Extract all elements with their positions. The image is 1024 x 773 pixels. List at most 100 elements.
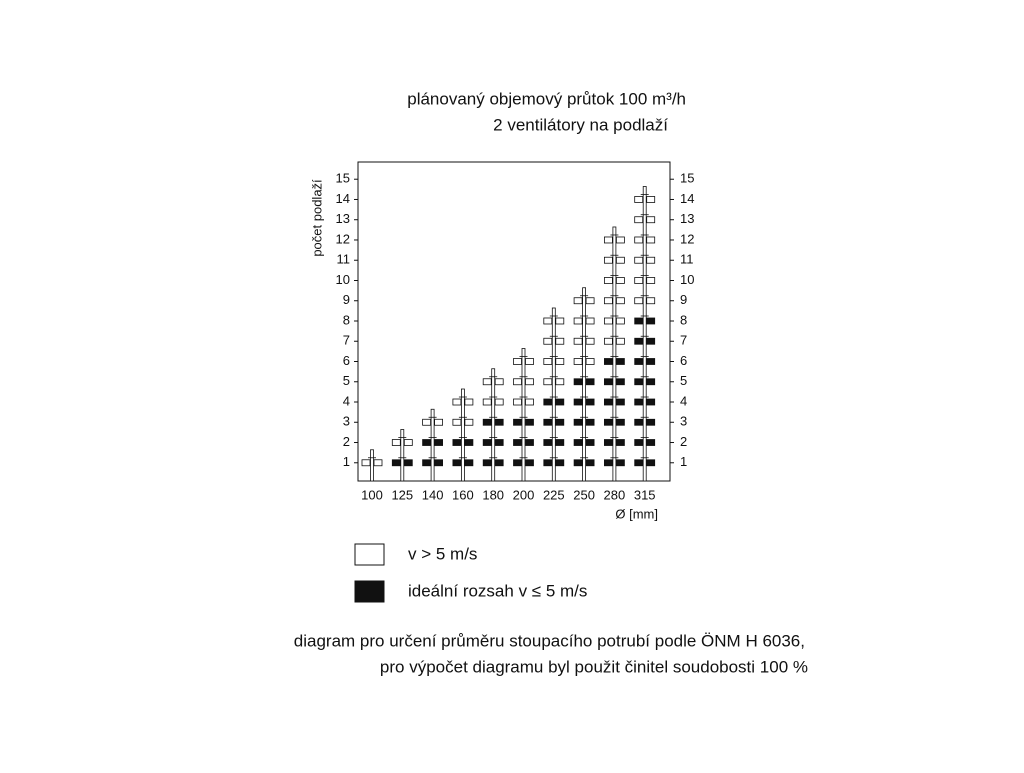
- floor-box: [604, 317, 613, 325]
- floor-box: [646, 236, 656, 244]
- pipe: [612, 226, 617, 482]
- pipe: [400, 429, 405, 482]
- floor-box: [585, 358, 595, 365]
- pipe: [551, 307, 556, 482]
- pipe: [582, 287, 586, 482]
- floor-box: [543, 459, 553, 467]
- floor-box: [555, 378, 565, 386]
- pipe: [642, 186, 647, 482]
- floor-box: [616, 256, 625, 264]
- floor-segment: [634, 315, 656, 467]
- x-tick-label: 140: [422, 487, 444, 502]
- floor-box: [555, 459, 565, 467]
- floor-box: [634, 196, 644, 203]
- floor-box: [482, 378, 492, 386]
- floor-box: [513, 358, 522, 365]
- floor-box: [513, 378, 522, 386]
- floor-box: [646, 459, 656, 467]
- floor-box: [543, 317, 553, 325]
- floor-box: [361, 459, 371, 467]
- y-tick-label: 14: [336, 191, 350, 206]
- floor-box: [525, 418, 534, 426]
- floor-box: [604, 439, 613, 446]
- floor-box: [604, 358, 613, 365]
- y-tick-label: 4: [343, 393, 350, 408]
- floor-box: [391, 439, 401, 446]
- floor-box: [482, 398, 492, 406]
- floor-segment: [361, 457, 383, 467]
- floor-box: [634, 297, 644, 305]
- floor-segment: [513, 356, 534, 406]
- floor-box: [555, 337, 565, 345]
- floor-box: [646, 358, 656, 365]
- x-tick-label: 100: [361, 487, 383, 502]
- floor-segment: [604, 356, 625, 467]
- floor-box: [452, 398, 462, 406]
- floor-segment: [452, 437, 474, 467]
- y-tick-label: 5: [343, 373, 350, 388]
- floor-box: [585, 418, 595, 426]
- floor-box: [573, 418, 583, 426]
- floor-segment: [573, 295, 595, 365]
- y-tick-label: 6: [680, 353, 687, 368]
- x-tick-label: 125: [391, 487, 413, 502]
- y-tick-label: 8: [343, 312, 350, 327]
- floor-box: [616, 337, 625, 345]
- floor-box: [555, 317, 565, 325]
- floor-box: [464, 459, 474, 467]
- floor-box: [482, 418, 492, 426]
- floor-box: [585, 378, 595, 386]
- y-tick-label: 9: [343, 292, 350, 307]
- y-tick-label: 14: [680, 191, 694, 206]
- floor-box: [634, 236, 644, 244]
- y-tick-label: 1: [343, 454, 350, 469]
- floor-box: [525, 378, 534, 386]
- y-tick-label: 8: [680, 312, 687, 327]
- note: diagram pro určení průměru stoupacího po…: [294, 631, 805, 650]
- floor-segment: [422, 437, 444, 467]
- chart-subtitle: 2 ventilátory na podlaží: [493, 115, 668, 134]
- floor-segment: [634, 194, 656, 305]
- floor-box: [634, 459, 644, 467]
- plot-frame: [357, 161, 671, 482]
- floor-box: [434, 439, 444, 446]
- floor-box: [525, 439, 534, 446]
- note: pro výpočet diagramu byl použit činitel …: [380, 657, 808, 676]
- floor-box: [616, 297, 625, 305]
- floor-box: [422, 418, 432, 426]
- legend-swatch: [354, 580, 385, 603]
- floor-box: [464, 418, 474, 426]
- floor-box: [464, 439, 474, 446]
- floor-box: [403, 439, 413, 446]
- floor-box: [452, 418, 462, 426]
- floor-box: [616, 277, 625, 284]
- x-axis-label: Ø [mm]: [615, 506, 658, 521]
- y-tick-label: 12: [336, 231, 350, 246]
- y-tick-label: 3: [680, 414, 687, 429]
- floor-box: [634, 317, 644, 325]
- floor-segment: [573, 376, 595, 467]
- floor-box: [646, 317, 656, 325]
- floor-box: [482, 459, 492, 467]
- y-tick-label: 9: [680, 292, 687, 307]
- floor-box: [604, 378, 613, 386]
- pipe: [430, 408, 435, 482]
- floor-segment: [391, 457, 413, 467]
- floor-box: [543, 337, 553, 345]
- chart-title: plánovaný objemový průtok 100 m³/h: [407, 89, 686, 108]
- floor-box: [464, 398, 474, 406]
- legend-label: ideální rozsah v ≤ 5 m/s: [408, 581, 587, 600]
- y-tick-label: 10: [680, 272, 694, 287]
- y-tick-label: 7: [343, 333, 350, 348]
- floor-box: [604, 236, 613, 244]
- y-tick-label: 5: [680, 373, 687, 388]
- floor-box: [555, 398, 565, 406]
- floor-box: [543, 358, 553, 365]
- floor-box: [585, 459, 595, 467]
- y-tick-label: 3: [343, 414, 350, 429]
- floor-box: [373, 459, 383, 467]
- floor-box: [573, 358, 583, 365]
- floor-box: [646, 297, 656, 305]
